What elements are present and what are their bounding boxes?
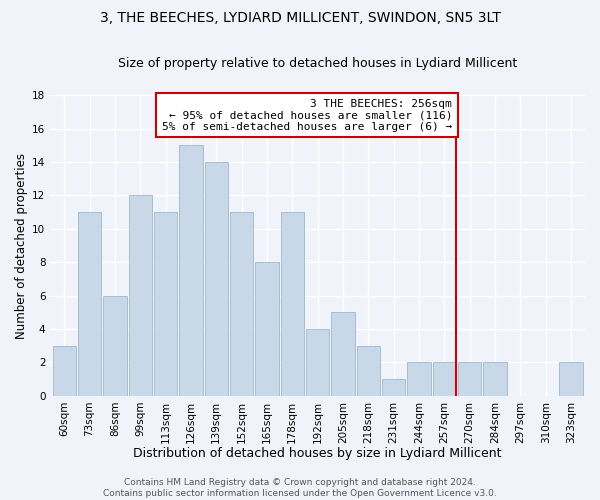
Bar xyxy=(128,196,152,396)
Bar xyxy=(154,212,177,396)
Title: Size of property relative to detached houses in Lydiard Millicent: Size of property relative to detached ho… xyxy=(118,58,517,70)
Bar xyxy=(205,162,228,396)
Bar xyxy=(78,212,101,396)
Bar xyxy=(559,362,583,396)
Bar xyxy=(407,362,431,396)
Bar xyxy=(179,146,203,396)
Text: 3 THE BEECHES: 256sqm
← 95% of detached houses are smaller (116)
5% of semi-deta: 3 THE BEECHES: 256sqm ← 95% of detached … xyxy=(162,98,452,132)
Bar xyxy=(255,262,278,396)
Bar xyxy=(382,379,406,396)
Bar xyxy=(230,212,253,396)
Bar xyxy=(433,362,456,396)
Bar xyxy=(53,346,76,396)
Bar xyxy=(484,362,506,396)
Text: 3, THE BEECHES, LYDIARD MILLICENT, SWINDON, SN5 3LT: 3, THE BEECHES, LYDIARD MILLICENT, SWIND… xyxy=(100,11,500,25)
Bar xyxy=(458,362,481,396)
Text: Contains HM Land Registry data © Crown copyright and database right 2024.
Contai: Contains HM Land Registry data © Crown c… xyxy=(103,478,497,498)
Bar xyxy=(281,212,304,396)
X-axis label: Distribution of detached houses by size in Lydiard Millicent: Distribution of detached houses by size … xyxy=(133,447,502,460)
Bar xyxy=(103,296,127,396)
Bar xyxy=(331,312,355,396)
Bar xyxy=(306,329,329,396)
Bar xyxy=(356,346,380,396)
Y-axis label: Number of detached properties: Number of detached properties xyxy=(15,152,28,338)
